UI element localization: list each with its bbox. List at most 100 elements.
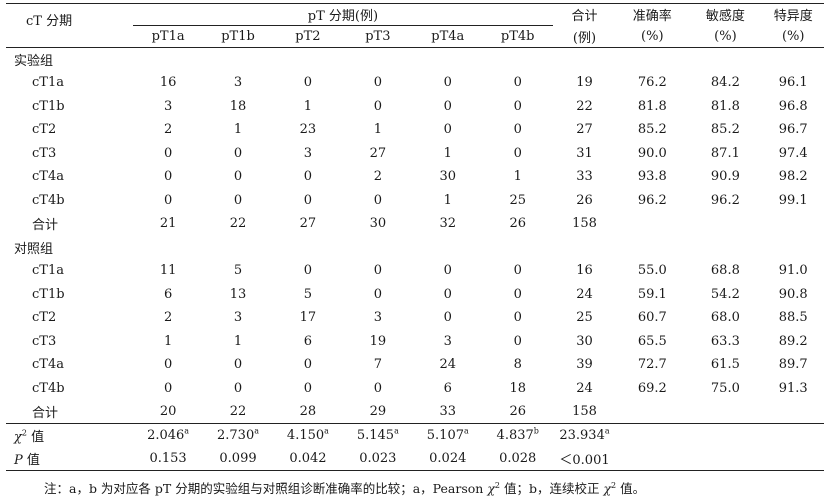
- table-row: cT4b 0 0 0 0 6 18 24 69.2 75.0 91.3: [6, 377, 824, 401]
- ct-stage-label: cT3: [32, 145, 57, 161]
- accuracy-cell: 60.7: [637, 310, 667, 326]
- chi-value: 2.730a: [217, 426, 259, 443]
- row-total-cell: 31: [576, 145, 593, 161]
- count-cell: 16: [159, 75, 177, 91]
- count-cell: 0: [373, 75, 382, 91]
- count-cell: 0: [233, 145, 243, 161]
- sum-cell: 20: [159, 404, 177, 419]
- count-cell: 0: [303, 263, 313, 279]
- count-cell: 6: [163, 286, 173, 302]
- count-cell: 0: [233, 192, 243, 208]
- ct-stage-label: cT1b: [32, 286, 65, 302]
- specificity-cell: 91.3: [778, 380, 808, 396]
- p-value: 0.099: [219, 451, 257, 466]
- p-value: 0.024: [429, 451, 467, 466]
- count-cell: 0: [373, 263, 382, 279]
- ct-stage-label: cT4b: [32, 380, 65, 396]
- specificity-cell: 89.2: [778, 333, 808, 349]
- group-header-row: 对照组: [6, 236, 824, 260]
- accuracy-cell: 69.2: [637, 380, 667, 396]
- count-cell: 0: [513, 263, 522, 279]
- sum-cell: 33: [439, 404, 457, 419]
- sum-cell: 26: [509, 404, 526, 419]
- specificity-cell: 98.2: [778, 169, 808, 185]
- accuracy-cell: 72.7: [637, 357, 667, 373]
- count-cell: 0: [303, 192, 313, 208]
- table-row: cT1b 3 18 1 0 0 0 22 81.8 81.8 96.8: [6, 95, 824, 119]
- total-header: 合计: [571, 9, 598, 25]
- count-cell: 0: [443, 310, 452, 326]
- count-cell: 0: [373, 286, 382, 302]
- ct-stage-label: cT2: [32, 122, 57, 138]
- accuracy-cell: 59.1: [637, 286, 667, 302]
- chi-suffix: 值: [26, 430, 45, 445]
- count-cell: 3: [233, 75, 243, 91]
- p-value: 0.153: [149, 451, 187, 466]
- row-total-cell: 25: [576, 310, 593, 326]
- count-cell: 0: [163, 380, 173, 396]
- sum-cell: 26: [509, 216, 526, 232]
- ct-stage-label: cT1a: [32, 263, 64, 279]
- count-cell: 0: [163, 145, 173, 161]
- table-row: cT4a 0 0 0 2 30 1 33 93.8 90.9 98.2: [6, 165, 824, 189]
- count-cell: 0: [233, 169, 243, 185]
- table-row: cT4a 0 0 0 7 24 8 39 72.7 61.5 89.7: [6, 353, 824, 377]
- specificity-cell: 96.1: [778, 75, 808, 91]
- specificity-cell: 96.7: [778, 122, 808, 138]
- specificity-cell: 97.4: [778, 145, 808, 161]
- sum-total-cell: 158: [572, 404, 597, 419]
- count-cell: 17: [299, 310, 317, 326]
- count-cell: 23: [299, 122, 317, 138]
- sensitivity-cell: 68.8: [710, 263, 740, 279]
- specificity-cell: 89.7: [778, 357, 808, 373]
- table-footnote: 注：a，b 为对应各 pT 分期的实验组与对照组诊断准确率的比较；a，Pears…: [44, 480, 646, 496]
- sum-cell: 30: [369, 216, 387, 232]
- accuracy-cell: 90.0: [637, 145, 667, 161]
- specificity-header-unit: (%): [781, 28, 805, 44]
- count-cell: 1: [233, 333, 243, 349]
- ct-stage-label: cT1b: [32, 98, 65, 114]
- count-cell: 0: [513, 75, 522, 91]
- sensitivity-cell: 90.9: [710, 169, 740, 185]
- count-cell: 0: [443, 286, 452, 302]
- group-label: 对照组: [14, 241, 54, 257]
- count-cell: 2: [163, 310, 173, 326]
- chi-square-row: χ2 值 2.046a 2.730a 4.150a 5.145a 5.107a …: [6, 423, 824, 448]
- sensitivity-cell: 85.2: [710, 122, 740, 138]
- pt-col-header: pT3: [365, 29, 391, 44]
- count-cell: 0: [513, 286, 522, 302]
- count-cell: 5: [233, 263, 243, 279]
- count-cell: 8: [513, 357, 522, 373]
- count-cell: 0: [513, 98, 522, 114]
- accuracy-cell: 76.2: [637, 75, 667, 91]
- ct-stage-label: cT1a: [32, 75, 64, 91]
- sum-cell: 29: [369, 404, 387, 419]
- chi-value: 4.837b: [496, 426, 539, 443]
- specificity-cell: 96.8: [778, 98, 808, 114]
- sensitivity-cell: 81.8: [710, 98, 740, 114]
- sensitivity-header: 敏感度: [705, 9, 745, 25]
- count-cell: 3: [303, 145, 313, 161]
- row-total-cell: 22: [576, 98, 593, 114]
- count-cell: 7: [373, 357, 382, 373]
- sensitivity-cell: 63.3: [710, 333, 740, 349]
- sum-cell: 21: [159, 216, 177, 232]
- p-value-row: P 值 0.153 0.099 0.042 0.023 0.024 0.028 …: [6, 447, 824, 471]
- chi-value: 5.145a: [356, 426, 399, 443]
- count-cell: 27: [369, 145, 387, 161]
- p-value: 0.042: [289, 451, 327, 466]
- ct-stage-header: cT 分期: [6, 3, 134, 48]
- sensitivity-header-unit: (%): [714, 28, 737, 44]
- pt-col-header: pT1b: [221, 29, 255, 44]
- sensitivity-cell: 84.2: [710, 75, 740, 91]
- pt-col-header: pT4a: [431, 29, 465, 44]
- table-row: cT1a 16 3 0 0 0 0 19 76.2 84.2 96.1: [6, 71, 824, 95]
- staging-table: cT 分期 pT 分期(例) 合计 准确率 敏感度 特异度 pT1a pT1b …: [6, 3, 824, 471]
- count-cell: 0: [163, 192, 173, 208]
- chi-symbol: χ: [14, 430, 22, 445]
- table-row: cT1b 6 13 5 0 0 0 24 59.1 54.2 90.8: [6, 283, 824, 307]
- count-cell: 0: [303, 169, 313, 185]
- count-cell: 5: [303, 286, 313, 302]
- specificity-cell: 90.8: [778, 286, 808, 302]
